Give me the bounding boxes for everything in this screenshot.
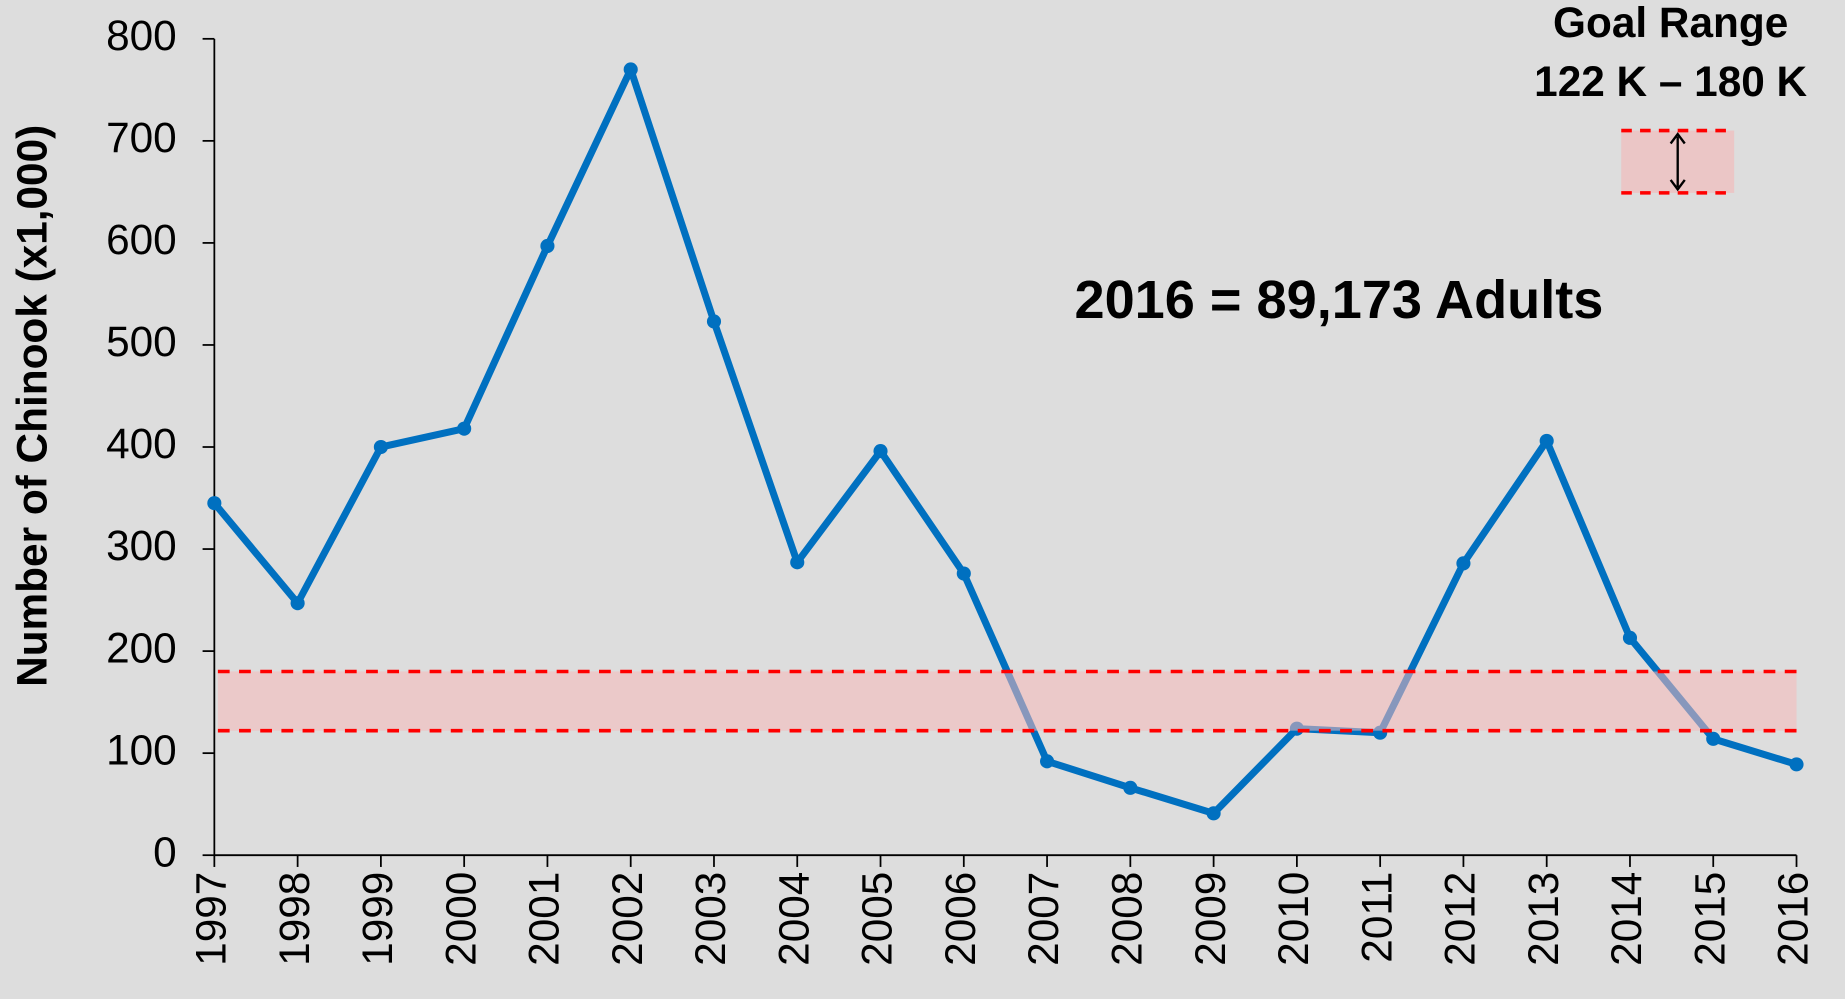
x-tick-label: 2001 [521,872,568,966]
data-point [706,314,722,329]
data-point [1539,433,1554,448]
data-point [1706,731,1721,746]
data-point [1456,556,1471,571]
data-point [956,566,971,581]
data-point [1123,780,1138,795]
annotation: 2016 = 89,173 Adults [1074,270,1603,330]
x-tick-label: 2016 [1770,872,1817,966]
x-tick-label: 2009 [1187,872,1234,966]
data-point [623,62,638,77]
x-tick-label: 2003 [687,872,734,966]
goal-legend [1621,128,1735,195]
x-tick-label: 2013 [1520,872,1567,966]
data-point [1206,806,1221,821]
data-point [1789,757,1804,772]
x-tick-label: 2015 [1686,872,1733,966]
y-tick-label: 400 [106,420,177,467]
data-line [211,65,1798,817]
x-tick-label: 2000 [437,872,484,966]
y-axis-label: Number of Chinook (x1,000) [9,125,56,687]
y-tick-label: 200 [106,624,177,671]
x-tick-label: 2011 [1353,872,1400,963]
y-tick-label: 100 [106,726,177,773]
x-tick-label: 2014 [1603,872,1650,966]
x-tick-label: 2008 [1104,872,1151,966]
goal-legend-arrowheads [1669,132,1686,192]
y-tick-label: 800 [106,12,177,59]
x-tick-label: 2004 [770,872,817,966]
data-point [207,496,222,511]
y-tick-label: 0 [153,828,177,875]
goal-label: 122 K – 180 K [1534,58,1807,105]
data-point [457,421,472,436]
data-point [1622,630,1638,645]
y-tick-label: 500 [106,318,177,365]
x-tick-label: 2007 [1020,872,1067,966]
data-point [873,444,888,459]
data-point [790,555,805,570]
x-tick-label: 1999 [354,872,401,966]
x-tick-label: 1997 [188,872,235,966]
data-point [290,596,305,611]
y-tick-label: 600 [106,216,177,263]
y-tick-label: 300 [106,522,177,569]
x-tick-label: 2010 [1270,872,1317,966]
x-tick-label: 2002 [604,872,651,966]
x-tick-label: 2005 [854,872,901,966]
data-point [540,238,555,254]
data-point [373,439,388,455]
x-tick-label: 2012 [1437,872,1484,966]
y-tick-label: 700 [106,114,177,161]
x-tick-label: 1998 [271,872,318,966]
goal-band [217,671,1797,731]
x-tick-label: 2006 [937,872,984,966]
data-point [1040,754,1055,769]
goal-title: Goal Range [1553,0,1788,46]
